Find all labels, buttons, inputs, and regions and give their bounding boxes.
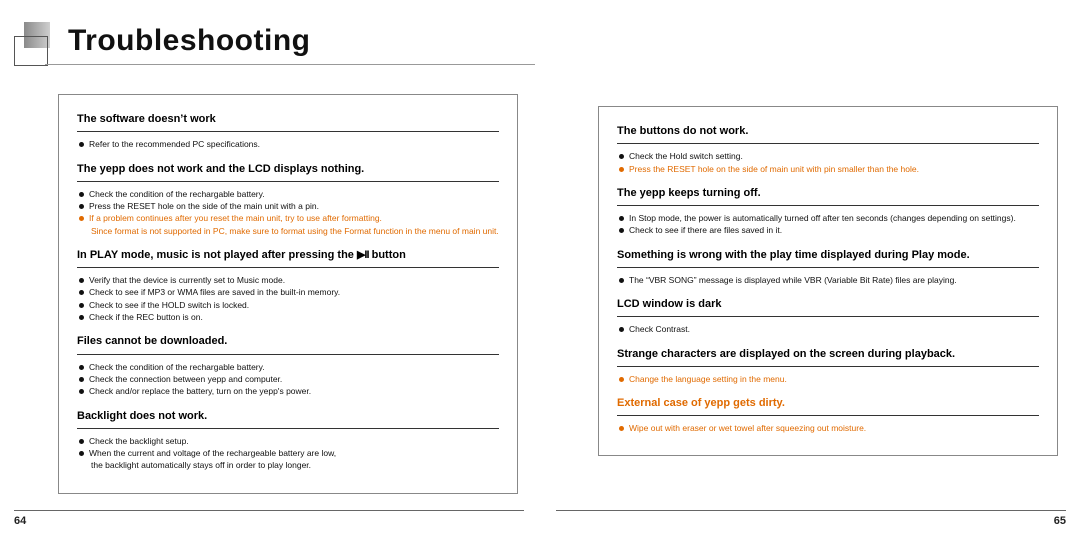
list-item: Check the connection between yepp and co… [79, 373, 499, 385]
left-page-number: 64 [14, 515, 26, 527]
list-item-continuation: Since format is not supported in PC, mak… [79, 225, 499, 237]
list-item: Check the Hold switch setting. [619, 150, 1039, 162]
left-footer-rule [14, 510, 524, 511]
right-footer-rule [556, 510, 1066, 511]
list-item: Change the language setting in the menu. [619, 373, 1039, 385]
list-item: Check to see if there are files saved in… [619, 224, 1039, 236]
section-rule [617, 415, 1039, 416]
left-section-title: Backlight does not work. [77, 410, 499, 423]
right-section-list: Check the Hold switch setting.Press the … [617, 150, 1039, 183]
list-item: When the current and voltage of the rech… [79, 447, 499, 459]
left-section-list: Check the condition of the rechargable b… [77, 361, 499, 406]
list-item: Verify that the device is currently set … [79, 274, 499, 286]
right-section-list: Check Contrast. [617, 323, 1039, 343]
left-section-list: Check the condition of the rechargable b… [77, 188, 499, 245]
section-rule [77, 181, 499, 182]
section-rule [77, 131, 499, 132]
list-item: Wipe out with eraser or wet towel after … [619, 422, 1039, 434]
list-item: Check the condition of the rechargable b… [79, 361, 499, 373]
left-section-list: Check the backlight setup.When the curre… [77, 435, 499, 480]
left-section-title: In PLAY mode, music is not played after … [77, 249, 499, 262]
left-page: Troubleshooting The software doesn’t wor… [0, 0, 540, 539]
section-rule [77, 428, 499, 429]
list-item: The “VBR SONG” message is displayed whil… [619, 274, 1039, 286]
list-item: Press the RESET hole on the side of main… [619, 163, 1039, 175]
right-section-list: In Stop mode, the power is automatically… [617, 212, 1039, 245]
list-item-continuation: the backlight automatically stays off in… [79, 459, 499, 471]
list-item: Check to see if the HOLD switch is locke… [79, 299, 499, 311]
right-section-title: External case of yepp gets dirty. [617, 397, 1039, 410]
right-section-title: Something is wrong with the play time di… [617, 249, 1039, 262]
list-item: Check the condition of the rechargable b… [79, 188, 499, 200]
section-rule [77, 354, 499, 355]
left-section-list: Verify that the device is currently set … [77, 274, 499, 331]
list-item: Check Contrast. [619, 323, 1039, 335]
section-rule [617, 267, 1039, 268]
right-section-title: LCD window is dark [617, 298, 1039, 311]
list-item: Check the backlight setup. [79, 435, 499, 447]
right-section-title: Strange characters are displayed on the … [617, 348, 1039, 361]
header-tab-icon [14, 22, 52, 68]
right-section-title: The buttons do not work. [617, 125, 1039, 138]
manual-spread: Troubleshooting The software doesn’t wor… [0, 0, 1080, 539]
list-item: Press the RESET hole on the side of the … [79, 200, 499, 212]
left-section-title: The software doesn’t work [77, 113, 499, 126]
list-item: Refer to the recommended PC specificatio… [79, 138, 499, 150]
list-item: Check to see if MP3 or WMA files are sav… [79, 286, 499, 298]
page-title: Troubleshooting [68, 24, 310, 58]
section-rule [617, 366, 1039, 367]
list-item: If a problem continues after you reset t… [79, 212, 499, 224]
right-section-list: The “VBR SONG” message is displayed whil… [617, 274, 1039, 294]
right-page-number: 65 [1054, 515, 1066, 527]
section-rule [77, 267, 499, 268]
right-section-title: The yepp keeps turning off. [617, 187, 1039, 200]
section-rule [617, 316, 1039, 317]
list-item: Check if the REC button is on. [79, 311, 499, 323]
right-section-list: Wipe out with eraser or wet towel after … [617, 422, 1039, 442]
right-content-box: The buttons do not work. Check the Hold s… [598, 106, 1058, 456]
left-section-title: Files cannot be downloaded. [77, 335, 499, 348]
list-item: Check and/or replace the battery, turn o… [79, 385, 499, 397]
right-section-list: Change the language setting in the menu. [617, 373, 1039, 393]
header-rule [45, 64, 535, 65]
left-section-title: The yepp does not work and the LCD displ… [77, 163, 499, 176]
left-section-list: Refer to the recommended PC specificatio… [77, 138, 499, 158]
list-item: In Stop mode, the power is automatically… [619, 212, 1039, 224]
left-content-box: The software doesn’t work Refer to the re… [58, 94, 518, 494]
right-page: The buttons do not work. Check the Hold s… [540, 0, 1080, 539]
section-rule [617, 143, 1039, 144]
section-rule [617, 205, 1039, 206]
